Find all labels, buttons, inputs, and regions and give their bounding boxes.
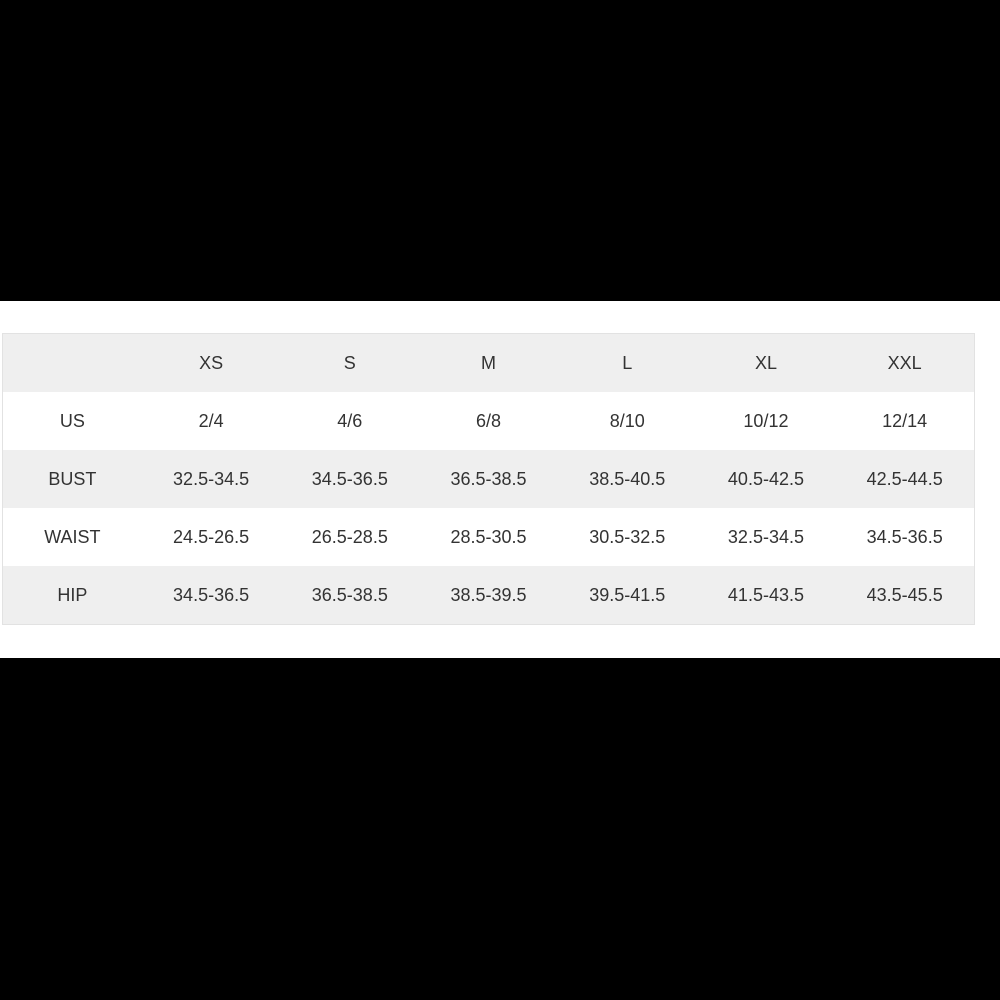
header-cell: XL — [754, 352, 777, 373]
table-cell: 42.5-44.5 — [866, 468, 943, 489]
table-cell: 10/12 — [743, 410, 789, 431]
table-cell: 8/10 — [609, 410, 645, 431]
table-cell: 38.5-39.5 — [450, 584, 527, 605]
row-label: WAIST — [44, 526, 101, 547]
table-cell: 32.5-34.5 — [173, 468, 250, 489]
table-cell: 26.5-28.5 — [311, 526, 388, 547]
row-label: HIP — [57, 584, 88, 605]
table-cell: 34.5-36.5 — [173, 584, 250, 605]
table-cell: 4/6 — [337, 410, 363, 431]
table-cell: 43.5-45.5 — [866, 584, 943, 605]
table-cell: 28.5-30.5 — [450, 526, 527, 547]
table-row: BUST 32.5-34.5 34.5-36.5 36.5-38.5 38.5-40.5… — [3, 450, 974, 508]
table-cell: 40.5-42.5 — [727, 468, 804, 489]
table-cell: 32.5-34.5 — [727, 526, 804, 547]
table-cell: 41.5-43.5 — [727, 584, 804, 605]
table-cell: 2/4 — [198, 410, 224, 431]
header-cell: M — [481, 352, 497, 373]
table-row: HIP 34.5-36.5 36.5-38.5 38.5-39.5 39.5-41.5 4… — [3, 566, 974, 624]
table-cell: 30.5-32.5 — [589, 526, 666, 547]
header-cell: L — [622, 352, 633, 373]
table-row: WAIST 24.5-26.5 26.5-28.5 28.5-30.5 30.5-32.… — [3, 508, 974, 566]
table-row: US 2/4 4/6 6/8 8/10 10/12 12/14 — [3, 392, 974, 450]
header-cell: XXL — [887, 352, 922, 373]
size-chart-table: XS S M L XL XXL US 2/4 4/6 6/8 8/10 10/12 12/1… — [2, 333, 975, 625]
table-cell: 39.5-41.5 — [589, 584, 666, 605]
header-cell: S — [343, 352, 356, 373]
table-cell: 34.5-36.5 — [866, 526, 943, 547]
table-cell: 36.5-38.5 — [450, 468, 527, 489]
table-cell: 24.5-26.5 — [173, 526, 250, 547]
table-cell: 6/8 — [476, 410, 502, 431]
row-label: US — [59, 410, 85, 431]
table-cell: 12/14 — [882, 410, 928, 431]
row-label: BUST — [48, 468, 97, 489]
table-cell: 38.5-40.5 — [589, 468, 666, 489]
table-cell: 34.5-36.5 — [311, 468, 388, 489]
header-row: XS S M L XL XXL — [3, 334, 974, 392]
header-cell: XS — [199, 352, 224, 373]
table-cell: 36.5-38.5 — [311, 584, 388, 605]
